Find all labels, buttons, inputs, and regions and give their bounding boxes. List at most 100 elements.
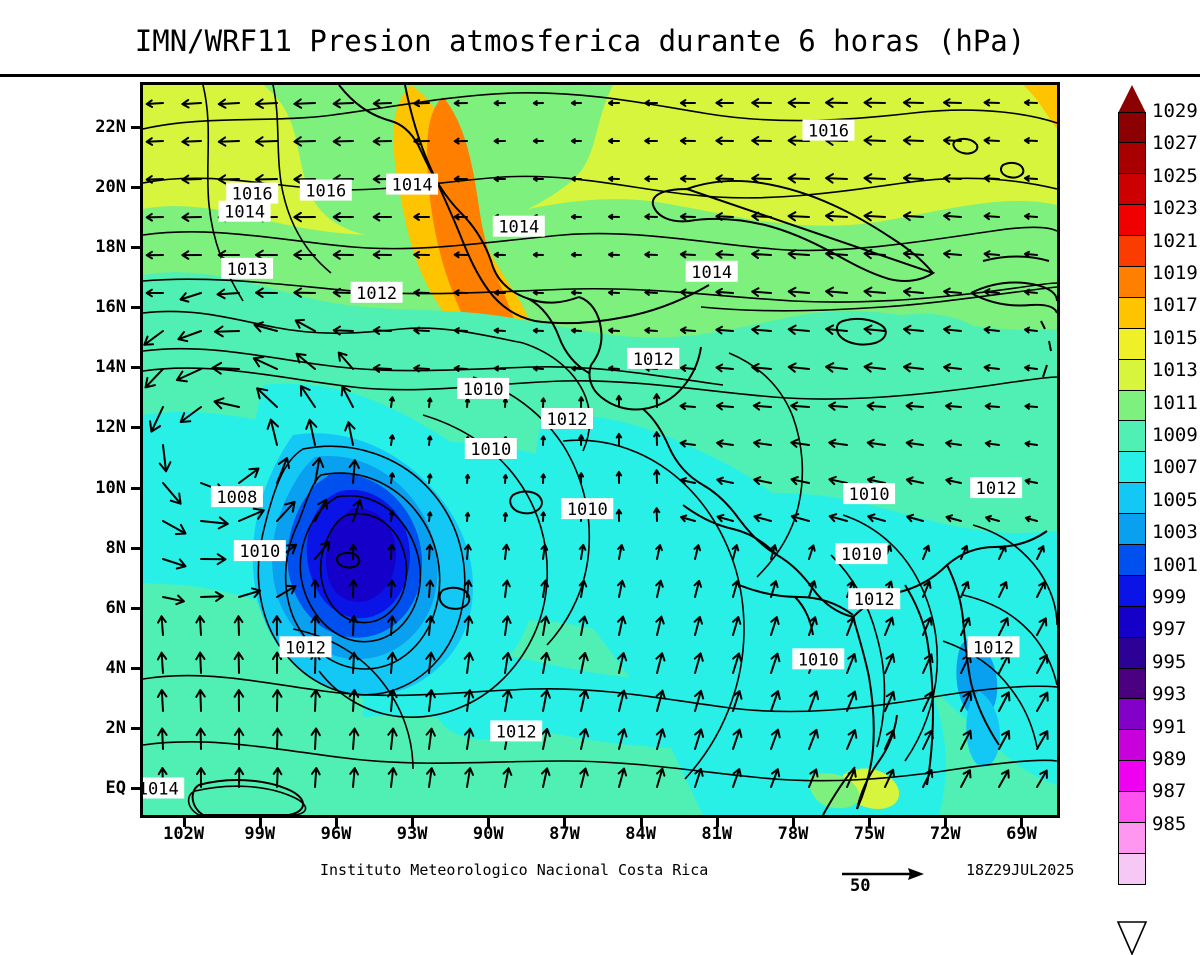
wind-arrow (984, 440, 1000, 448)
contour-label: 1012 (279, 636, 332, 658)
wind-arrow (532, 289, 544, 296)
wind-arrow (570, 214, 582, 220)
colorbar-segment[interactable] (1118, 791, 1146, 824)
colorbar-tick-label: 1019 (1152, 262, 1198, 284)
wind-arrow (656, 767, 666, 788)
wind-arrow (903, 287, 924, 297)
svg-text:1010: 1010 (470, 440, 511, 460)
colorbar-segment[interactable] (1118, 513, 1146, 546)
colorbar-tick-label: 1021 (1152, 229, 1198, 252)
colorbar-segment[interactable] (1118, 574, 1146, 608)
svg-text:1008: 1008 (216, 488, 257, 508)
wind-arrow (337, 351, 354, 370)
colorbar-segment[interactable] (1118, 605, 1146, 639)
wind-arrow (540, 397, 546, 408)
wind-arrow (808, 728, 819, 750)
wind-arrow (578, 689, 590, 712)
colorbar-segment[interactable] (1118, 852, 1146, 886)
wind-arrow (655, 652, 666, 674)
y-axis-tick (131, 126, 140, 130)
colorbar-segment[interactable] (1118, 636, 1146, 670)
wind-arrow (426, 767, 436, 788)
wind-arrow (808, 616, 818, 636)
pressure-map-plot[interactable]: 1016 1014 1016 1014 1014 1016 1014 1013 1012 1012… (140, 82, 1060, 818)
wind-arrow (570, 100, 582, 106)
wind-arrow (502, 543, 510, 560)
wind-arrow (644, 213, 658, 221)
wind-arrow (863, 97, 886, 108)
colorbar-segment[interactable] (1118, 420, 1146, 453)
colorbar[interactable] (1118, 111, 1146, 886)
wind-arrow (828, 513, 848, 523)
wind-arrow (272, 689, 283, 712)
wind-arrow (905, 439, 924, 448)
colorbar-segment[interactable] (1118, 142, 1146, 175)
wind-arrow (272, 615, 282, 636)
wind-arrow (998, 581, 1008, 598)
contour-label: 1008 (210, 486, 263, 508)
colorbar-segment[interactable] (1118, 358, 1146, 392)
wind-arrow (655, 728, 666, 750)
wind-arrow (1036, 691, 1049, 712)
colorbar-segment[interactable] (1118, 173, 1146, 206)
wind-arrow (679, 137, 696, 145)
svg-text:1013: 1013 (227, 260, 268, 280)
svg-text:1012: 1012 (356, 284, 397, 304)
wind-arrow (825, 210, 848, 222)
colorbar-segment[interactable] (1118, 111, 1146, 144)
wind-arrow (770, 652, 781, 674)
wind-arrow (905, 401, 924, 411)
wind-arrow (644, 251, 658, 258)
colorbar-segment[interactable] (1118, 543, 1146, 577)
wind-arrow (158, 444, 172, 473)
wind-arrow (372, 250, 392, 260)
colorbar-segment[interactable] (1118, 451, 1146, 484)
x-axis-label: 81W (701, 824, 733, 844)
wind-arrow (464, 727, 475, 750)
colorbar-segment[interactable] (1118, 235, 1146, 268)
wind-arrow (540, 727, 551, 750)
wind-arrow (453, 327, 468, 335)
colorbar-segment[interactable] (1118, 482, 1146, 515)
colorbar-segment[interactable] (1118, 760, 1146, 793)
wind-arrow (863, 286, 886, 297)
wind-arrow (1036, 769, 1048, 788)
wind-arrow (238, 467, 260, 484)
wind-arrow (157, 615, 167, 636)
wind-arrow (578, 434, 585, 446)
wind-arrow (217, 98, 240, 109)
wind-arrow (617, 615, 627, 636)
wind-arrow (463, 615, 474, 636)
colorbar-segment[interactable] (1118, 729, 1146, 762)
wind-arrow (255, 98, 278, 109)
wind-arrow (943, 211, 962, 221)
wind-arrow (162, 558, 187, 570)
wind-arrow (348, 727, 360, 750)
x-axis-tick (411, 818, 415, 827)
colorbar-segment[interactable] (1118, 698, 1146, 731)
colorbar-segment[interactable] (1118, 667, 1146, 700)
wind-arrow (348, 459, 360, 484)
svg-text:1012: 1012 (285, 638, 326, 658)
svg-text:1012: 1012 (973, 638, 1014, 658)
colorbar-segment[interactable] (1118, 327, 1146, 361)
wind-arrow (617, 544, 625, 560)
wind-arrow (960, 617, 971, 636)
colorbar-segment[interactable] (1118, 204, 1146, 237)
svg-text:1012: 1012 (547, 410, 588, 430)
wind-arrow (751, 362, 772, 373)
contour-label: 1012 (490, 720, 543, 742)
colorbar-segment[interactable] (1118, 296, 1146, 330)
colorbar-segment[interactable] (1118, 265, 1146, 299)
wind-arrow (453, 99, 468, 107)
colorbar-tick-label: 1015 (1152, 326, 1198, 349)
wind-arrow (1024, 364, 1038, 372)
wind-arrow (903, 324, 924, 335)
wind-arrow (715, 325, 734, 335)
wind-arrow (866, 438, 886, 448)
colorbar-segment[interactable] (1118, 389, 1146, 422)
colorbar-segment[interactable] (1118, 821, 1146, 855)
svg-text:1012: 1012 (633, 350, 674, 370)
wind-arrow (960, 769, 972, 788)
x-axis-label: 102W (163, 824, 205, 844)
